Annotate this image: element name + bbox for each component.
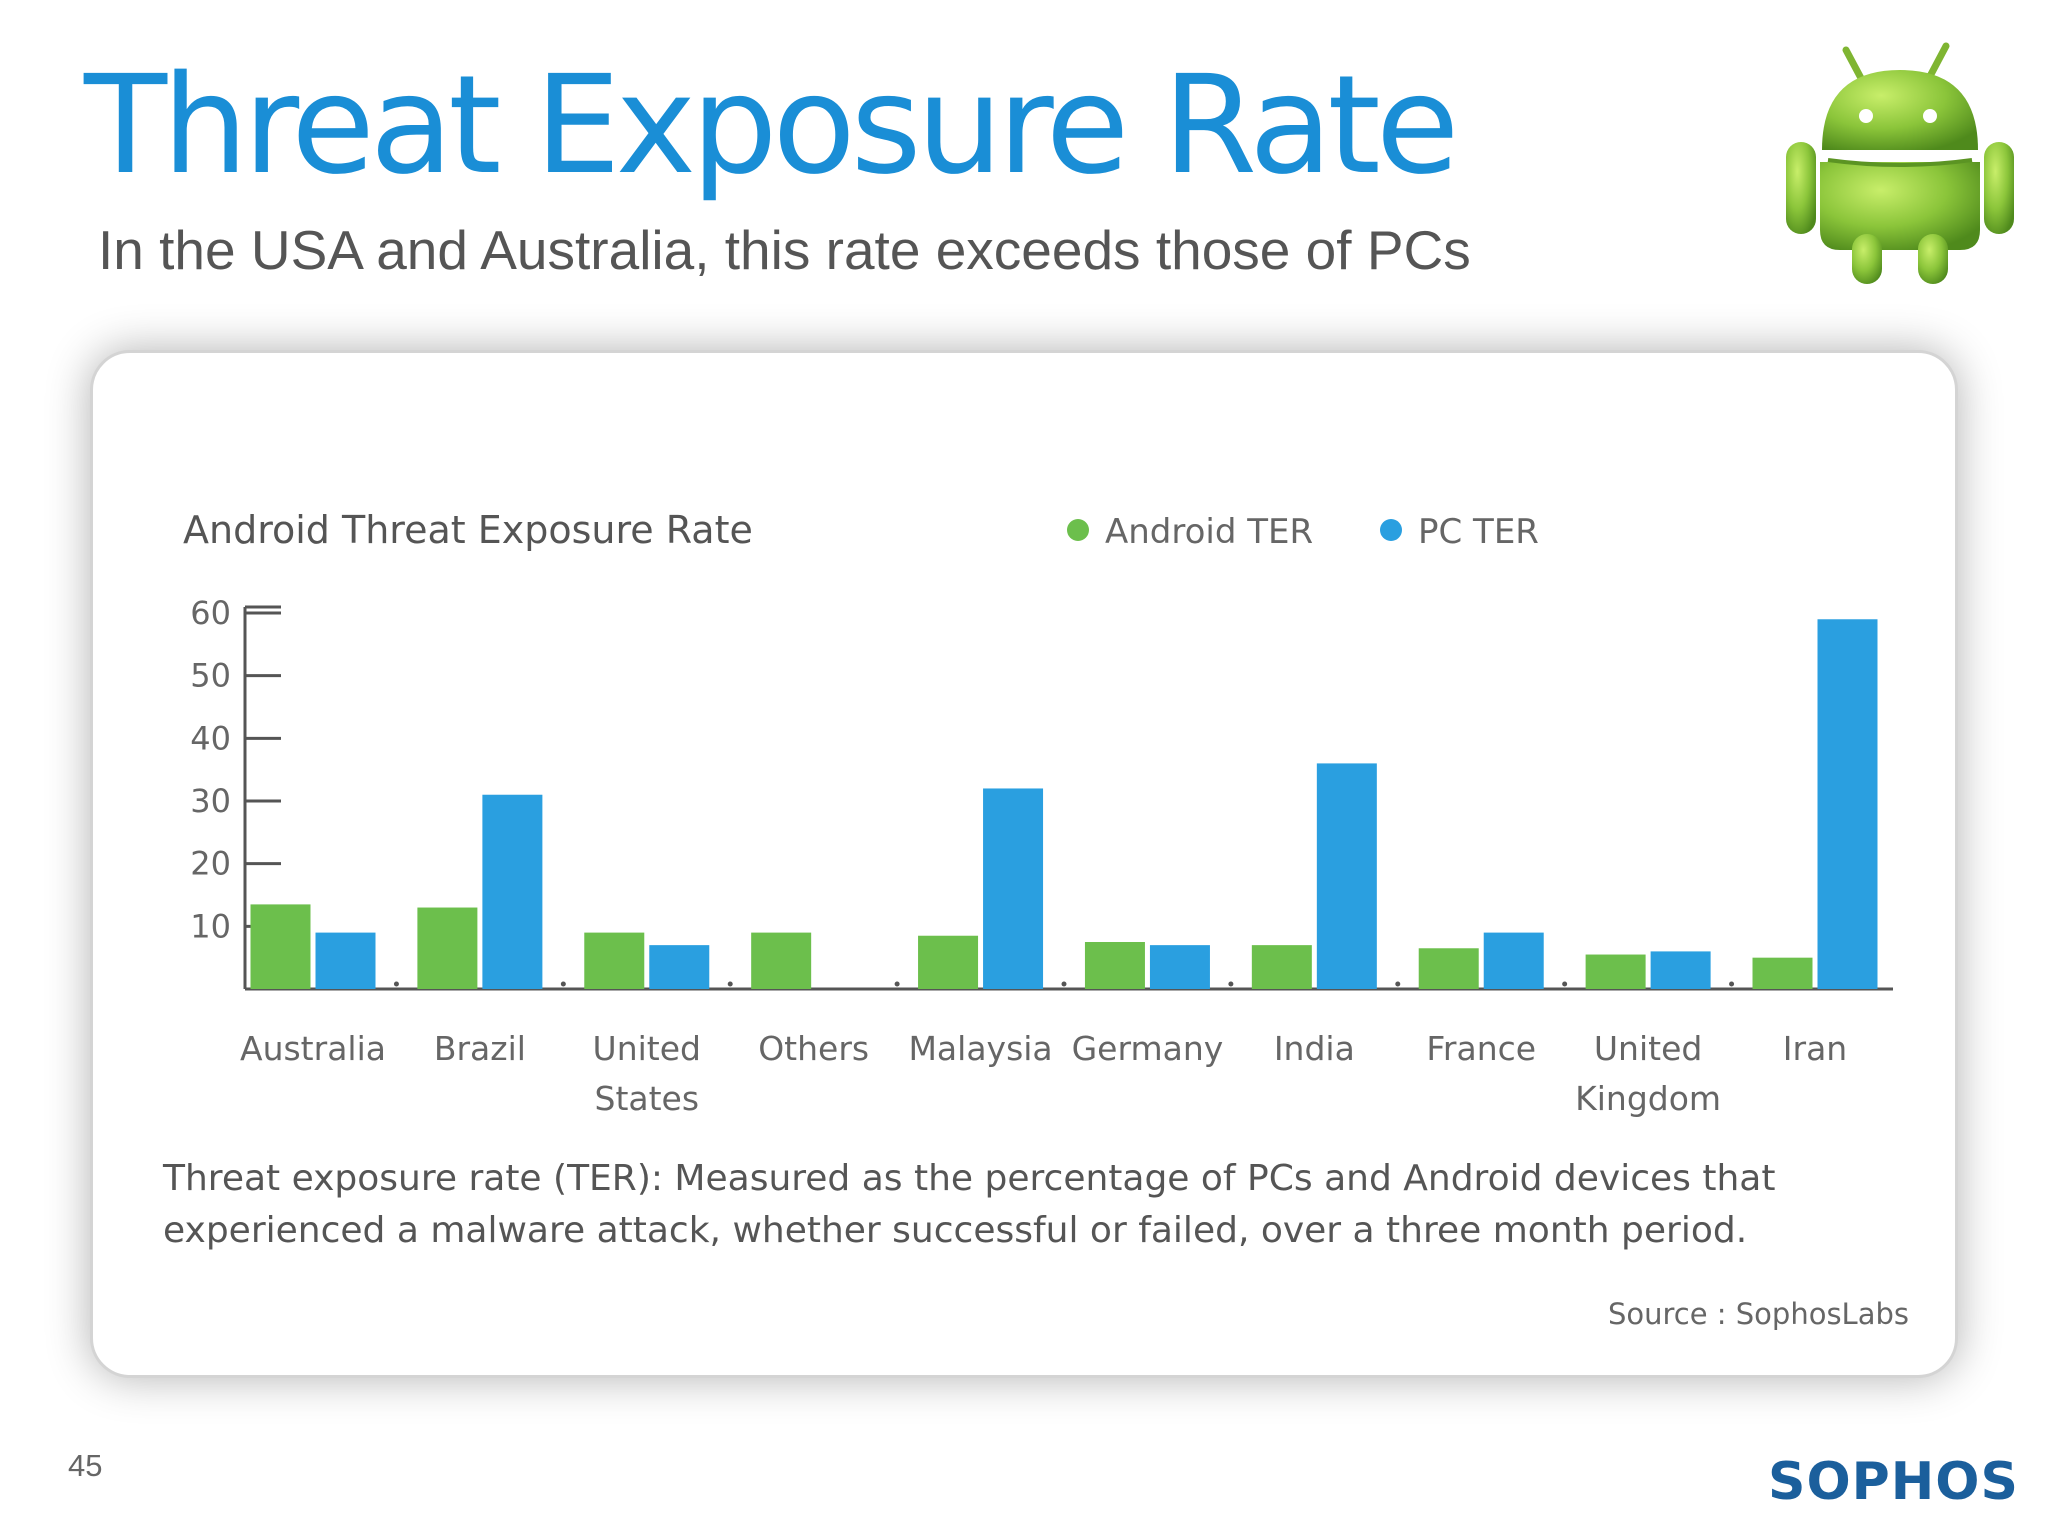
bar-android — [584, 932, 645, 989]
legend: Android TER PC TER — [1067, 512, 1539, 552]
android-robot-icon — [1786, 42, 2014, 284]
x-tick-dot — [894, 981, 900, 987]
legend-label-android: Android TER — [1105, 512, 1313, 552]
x-tick-dot — [1228, 981, 1234, 987]
bar-pc — [1483, 932, 1544, 989]
bar-pc — [1149, 945, 1210, 989]
bar-android — [1752, 957, 1813, 989]
category-label: Germany — [1072, 1029, 1224, 1068]
category-label: United States — [593, 1029, 701, 1118]
category-label: India — [1274, 1029, 1355, 1068]
ter-definition: Threat exposure rate (TER): Measured as … — [163, 1158, 1776, 1251]
bar-android — [918, 935, 979, 989]
bar-pc — [983, 788, 1044, 989]
category-label: Australia — [240, 1029, 386, 1068]
page-number: 45 — [68, 1448, 103, 1483]
y-tick-label: 30 — [190, 782, 231, 820]
category-labels: Australia Brazil United States Others Malaysi… — [240, 1029, 1847, 1118]
x-tick-dot — [1562, 981, 1568, 987]
bar-pc — [1817, 619, 1878, 989]
category-label: France — [1426, 1029, 1536, 1068]
y-tick-label: 40 — [190, 719, 231, 757]
bar-pc — [315, 932, 376, 989]
category-label: Malaysia — [908, 1029, 1052, 1068]
slide-title: Threat Exposure Rate — [84, 47, 1459, 205]
bar-android — [751, 932, 812, 989]
legend-label-pc: PC TER — [1418, 512, 1539, 552]
chart-title: Android Threat Exposure Rate — [183, 508, 753, 552]
y-tick-label: 60 — [190, 594, 231, 632]
bar-pc — [649, 945, 710, 989]
bar-android — [1585, 954, 1646, 989]
bar-android — [1418, 948, 1479, 989]
slide-subtitle: In the USA and Australia, this rate exce… — [98, 219, 1471, 281]
bar-android — [250, 904, 311, 989]
legend-marker-android — [1067, 519, 1089, 541]
bar-pc — [482, 794, 543, 989]
y-tick-label: 50 — [190, 657, 231, 695]
x-tick-dot — [1395, 981, 1401, 987]
bar-android — [1084, 942, 1145, 989]
bar-pc — [1650, 951, 1711, 989]
chart-card: Android Threat Exposure Rate Android TER… — [90, 350, 1958, 1378]
x-tick-dot — [1061, 981, 1067, 987]
y-tick-label: 10 — [190, 907, 231, 945]
bar-pc — [1316, 763, 1377, 989]
category-label: Brazil — [434, 1029, 526, 1068]
x-tick-dot — [560, 981, 566, 987]
category-label: Iran — [1783, 1029, 1847, 1068]
bar-chart: Android Threat Exposure Rate Android TER… — [183, 508, 1893, 1118]
source-note: Source : SophosLabs — [1607, 1297, 1909, 1331]
chart-bars — [250, 619, 1878, 989]
category-label: Others — [758, 1029, 869, 1068]
x-tick-dot — [1729, 981, 1735, 987]
bar-android — [1251, 945, 1312, 989]
x-tick-dot — [727, 981, 733, 987]
sophos-logo: SOPHOS — [1768, 1452, 2019, 1512]
bar-android — [417, 907, 478, 989]
y-tick-label: 20 — [190, 845, 231, 883]
legend-marker-pc — [1380, 519, 1402, 541]
x-tick-dot — [393, 981, 399, 987]
category-label: United Kingdom — [1575, 1029, 1721, 1118]
